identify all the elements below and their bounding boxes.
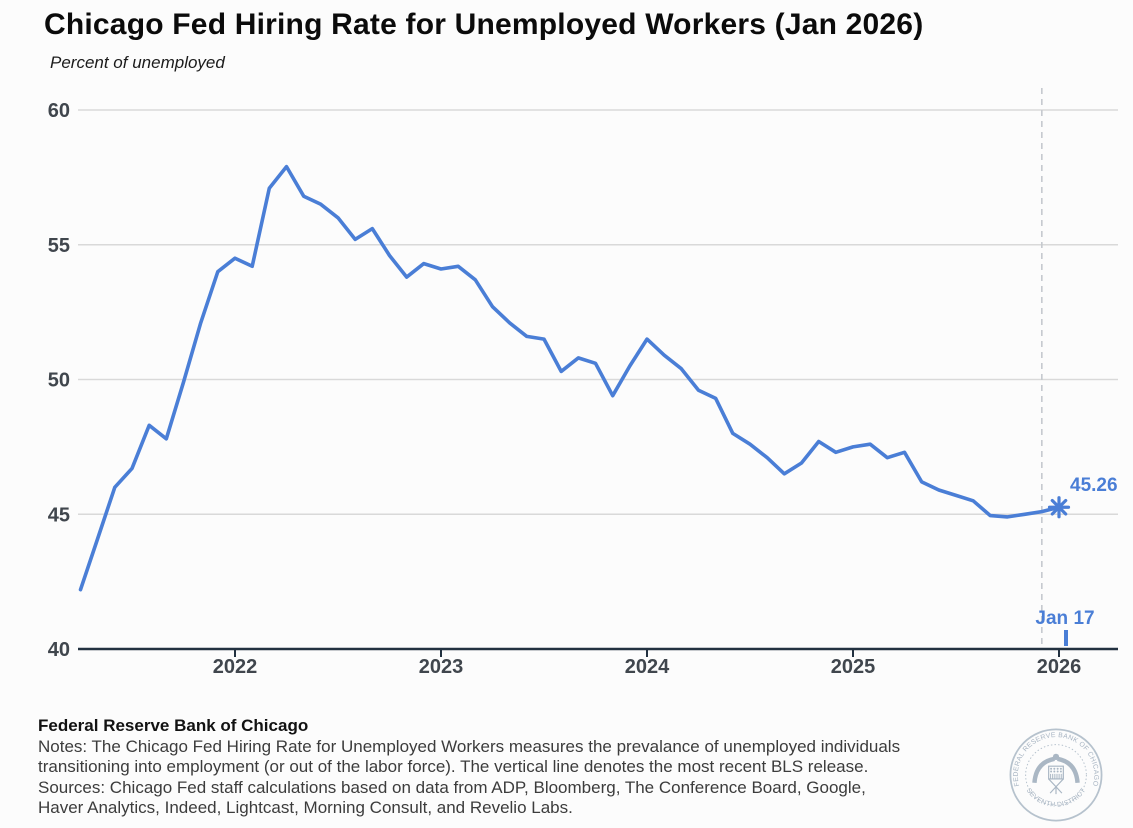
seal-outer-ring: [1009, 728, 1103, 822]
y-axis-label: 60: [48, 100, 70, 122]
chart-subtitle: Percent of unemployed: [50, 53, 225, 72]
x-axis-label: 2022: [213, 656, 258, 678]
latest-value-label: 45.26: [1070, 475, 1118, 496]
chart-footer: Federal Reserve Bank of Chicago Notes: T…: [38, 716, 900, 819]
latest-point-marker: [1050, 498, 1068, 516]
bls-release-label: Jan 17: [1035, 608, 1094, 629]
footer-notes-line-1: Notes: The Chicago Fed Hiring Rate for U…: [38, 736, 901, 756]
hiring-rate-line: [78, 164, 1061, 592]
x-axis-label: 2026: [1037, 656, 1082, 678]
x-axis-label: 2023: [419, 656, 464, 678]
y-axis-label: 55: [48, 235, 70, 257]
footer-sources-line-2: Haver Analytics, Indeed, Lightcast, Morn…: [38, 798, 573, 818]
y-axis-label: 45: [48, 504, 70, 526]
frbc-seal: FEDERAL RESERVE BANK OF CHICAGO SEVENTH …: [1009, 728, 1103, 822]
y-axis-label: 40: [48, 639, 70, 661]
x-axis-label: 2024: [625, 656, 670, 678]
x-axis-label: 2025: [831, 656, 876, 678]
page-title: Chicago Fed Hiring Rate for Unemployed W…: [44, 8, 924, 41]
footer-org: Federal Reserve Bank of Chicago: [38, 716, 309, 735]
hiring-rate-line-chart: 40 45 50 55 60 2022 2023 2024 2025 2026 45.26 Jan 1…: [48, 88, 1118, 678]
footer-sources-line-1: Sources: Chicago Fed staff calculations …: [38, 777, 866, 797]
footer-notes-line-2: transitioning into employment (or out of…: [38, 757, 869, 777]
seal-eagle-icon: [1032, 753, 1080, 795]
y-axis-label: 50: [48, 370, 70, 392]
